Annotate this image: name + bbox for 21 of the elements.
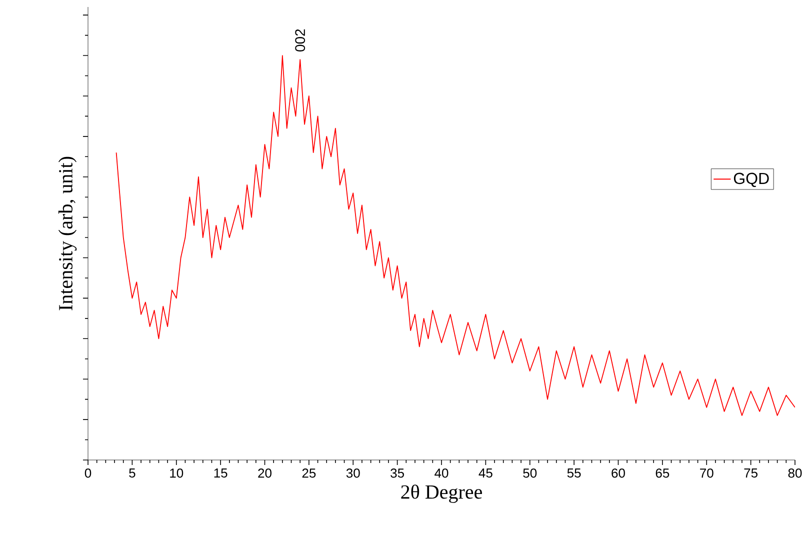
x-tick-label: 50 [523, 468, 537, 478]
y-axis-title: Intensity (arb, unit) [58, 156, 77, 310]
x-tick-label: 40 [434, 468, 448, 478]
x-tick-label: 5 [129, 468, 136, 478]
x-tick-label: 80 [788, 468, 802, 478]
x-axis-title: 2θ Degree [401, 484, 482, 503]
annotation: 002 [295, 29, 306, 52]
x-tick-label: 45 [478, 468, 492, 478]
x-tick-label: 15 [214, 468, 228, 478]
x-tick-label: 20 [258, 468, 272, 478]
x-tick-label: 25 [302, 468, 316, 478]
x-tick-label: 30 [346, 468, 360, 478]
x-tick-label: 75 [744, 468, 758, 478]
x-tick-label: 35 [390, 468, 404, 478]
x-tick-label: 60 [612, 468, 625, 478]
x-tick-label: 70 [700, 468, 714, 478]
x-tick-label: 10 [170, 468, 184, 478]
x-tick-label: 65 [656, 468, 670, 478]
x-tick-label: 0 [84, 468, 92, 478]
x-tick-label: 55 [567, 468, 581, 478]
legend-label: GQD [734, 172, 769, 187]
